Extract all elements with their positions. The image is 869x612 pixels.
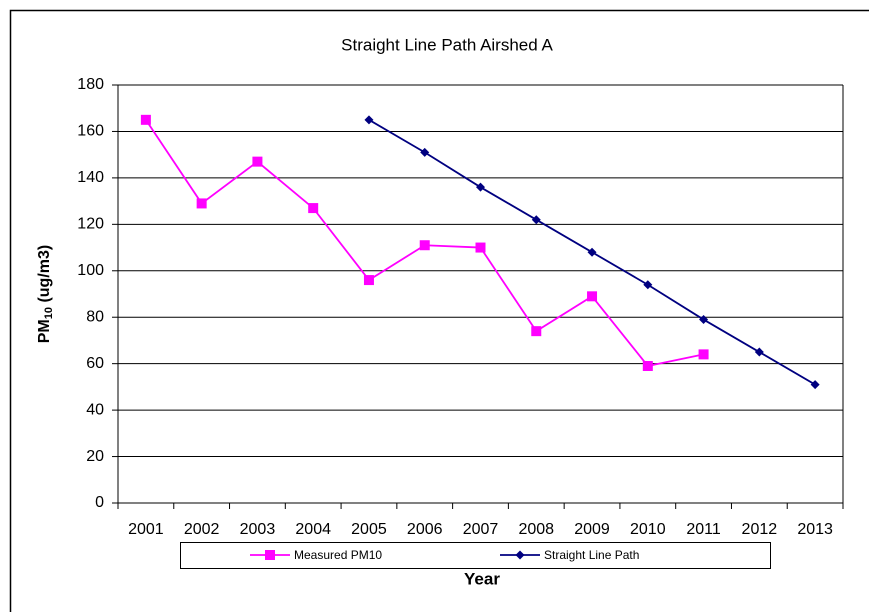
x-tick-label: 2009 — [574, 521, 610, 538]
data-point — [420, 147, 430, 157]
y-tick-label: 160 — [77, 123, 104, 140]
data-point — [364, 115, 374, 125]
y-axis-label: PM10 (ug/m3) — [36, 245, 55, 343]
data-point — [699, 315, 709, 325]
data-point — [476, 182, 485, 192]
x-tick-label: 2008 — [518, 521, 554, 538]
y-tick-label: 140 — [77, 169, 104, 186]
x-tick-label: 2001 — [128, 521, 164, 538]
data-point — [531, 215, 541, 225]
x-tick-label: 2007 — [463, 521, 499, 538]
x-tick-label: 2010 — [630, 521, 666, 538]
y-label-rest: (ug/m3) — [36, 245, 53, 307]
x-tick-label: 2011 — [686, 521, 721, 538]
chart-title: Straight Line Path Airshed A — [341, 35, 553, 54]
y-label-sub: 10 — [43, 307, 55, 319]
y-tick-label: 60 — [86, 355, 104, 372]
data-point — [698, 349, 709, 360]
y-label-main: PM — [36, 319, 53, 343]
data-point — [252, 156, 263, 167]
data-point — [754, 347, 764, 357]
legend-marker — [265, 550, 275, 560]
y-tick-label: 120 — [77, 216, 104, 233]
data-point — [643, 280, 653, 290]
data-point — [308, 203, 319, 214]
data-point — [531, 326, 542, 337]
x-tick-label: 2004 — [295, 521, 331, 538]
data-point — [419, 240, 430, 251]
x-axis-label: Year — [464, 569, 500, 588]
x-tick-label: 2012 — [742, 521, 778, 538]
legend-marker — [515, 550, 525, 560]
data-point — [810, 380, 820, 390]
y-tick-label: 100 — [77, 262, 104, 279]
data-point — [642, 360, 653, 371]
x-tick-label: 2005 — [351, 521, 387, 538]
data-point — [587, 247, 597, 257]
data-point — [587, 291, 598, 302]
x-tick-label: 2006 — [407, 521, 443, 538]
legend-label: Measured PM10 — [294, 548, 382, 562]
x-tick-label: 2013 — [797, 521, 833, 538]
frame — [9, 9, 869, 612]
y-tick-label: 40 — [86, 401, 104, 418]
legend-label: Straight Line Path — [544, 548, 639, 562]
y-tick-label: 20 — [86, 448, 104, 465]
data-point — [363, 275, 374, 286]
data-point — [196, 198, 207, 209]
data-point — [475, 242, 486, 253]
x-tick-label: 2003 — [240, 521, 276, 538]
data-point — [140, 114, 151, 125]
x-tick-label: 2002 — [184, 521, 220, 538]
y-tick-label: 80 — [86, 308, 104, 325]
y-tick-label: 0 — [95, 494, 104, 511]
y-tick-label: 180 — [77, 76, 104, 93]
